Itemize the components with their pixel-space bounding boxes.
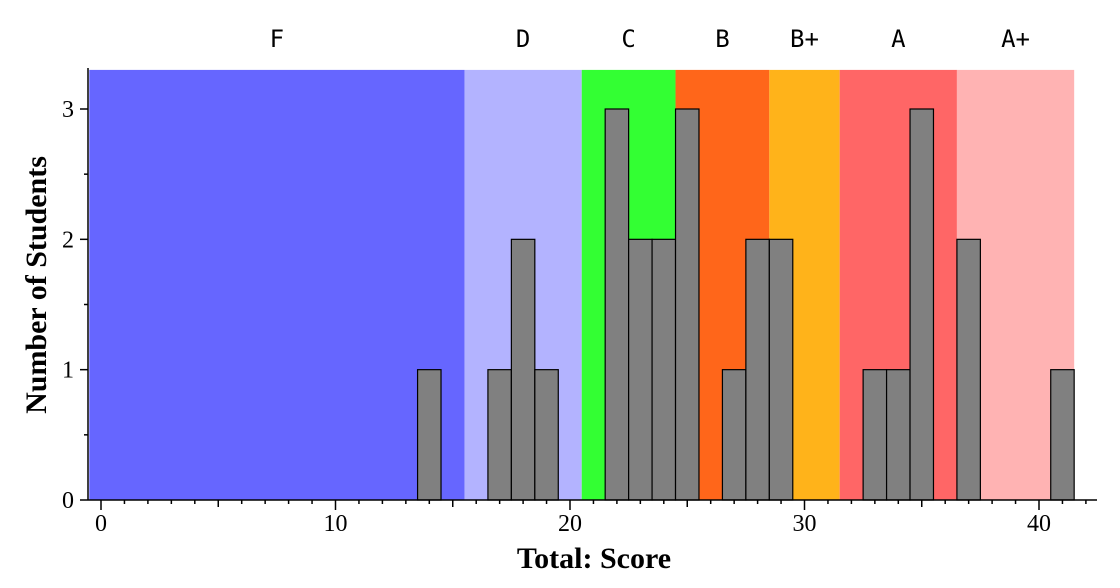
grade-band-label-a: A bbox=[891, 25, 906, 53]
histogram-bar bbox=[416, 369, 442, 501]
histogram-bar bbox=[628, 238, 653, 501]
axis-ticks: 0 10 20 30 40 0 1 2 3 bbox=[62, 97, 1087, 537]
grade-band-f bbox=[89, 69, 465, 501]
histogram-bar bbox=[956, 238, 981, 501]
histogram-bar bbox=[885, 369, 911, 501]
y-tick-label: 2 bbox=[62, 227, 74, 253]
histogram-bar bbox=[510, 238, 536, 501]
histogram-bar bbox=[487, 369, 512, 501]
x-tick-label: 40 bbox=[1027, 511, 1051, 537]
histogram-bar bbox=[604, 108, 630, 501]
x-tick-label: 10 bbox=[324, 511, 348, 537]
grade-band-label-b: B bbox=[715, 25, 729, 53]
y-axis-title: Number of Students bbox=[20, 156, 53, 414]
axes bbox=[87, 68, 1097, 501]
grade-band-label-f: F bbox=[270, 25, 284, 53]
y-tick-label: 1 bbox=[62, 358, 74, 384]
histogram-bar bbox=[534, 369, 559, 501]
histogram-bar bbox=[674, 108, 700, 501]
x-tick-label: 0 bbox=[95, 511, 107, 537]
histogram-bar bbox=[1050, 369, 1075, 501]
x-axis-title: Total: Score bbox=[517, 542, 671, 575]
histogram-bar bbox=[862, 369, 888, 501]
y-tick-label: 0 bbox=[62, 488, 74, 514]
y-tick-label: 3 bbox=[62, 97, 74, 123]
histogram-bar bbox=[909, 108, 935, 501]
grade-band-label-d: D bbox=[516, 25, 530, 53]
x-tick-label: 20 bbox=[558, 511, 582, 537]
histogram-bar bbox=[721, 369, 747, 501]
grade-band-label-b-plus: B+ bbox=[790, 25, 819, 53]
histogram-bar bbox=[651, 238, 677, 501]
grade-band-labels: F D C B B+ A A+ bbox=[270, 25, 1030, 53]
grade-band-label-c: C bbox=[621, 25, 635, 53]
grade-band-label-a-plus: A+ bbox=[1001, 25, 1030, 53]
x-tick-label: 30 bbox=[793, 511, 817, 537]
histogram-bar bbox=[768, 238, 794, 501]
histogram-bars bbox=[416, 108, 1075, 501]
histogram-bar bbox=[745, 238, 770, 501]
